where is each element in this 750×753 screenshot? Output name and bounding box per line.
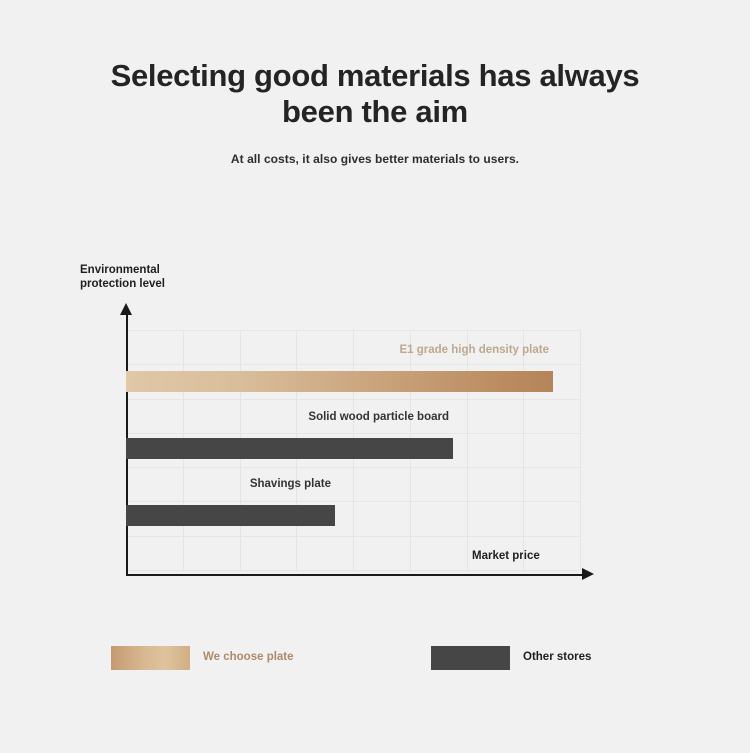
page-title: Selecting good materials has always been…	[110, 58, 640, 129]
page-subtitle: At all costs, it also gives better mater…	[230, 152, 520, 166]
chart-legend: We choose plate Other stores	[0, 645, 750, 675]
y-axis-label: Environmental protection level	[80, 264, 165, 290]
gridline-vertical	[523, 330, 525, 570]
gridline-horizontal	[126, 535, 580, 537]
bar	[126, 505, 335, 526]
legend-label: We choose plate	[203, 651, 294, 663]
gridline-horizontal	[126, 501, 580, 503]
legend-label: Other stores	[523, 651, 592, 663]
y-axis-arrow-icon	[120, 303, 132, 315]
header: Selecting good materials has always been…	[0, 58, 750, 166]
gridline-vertical	[580, 330, 581, 570]
gridline-horizontal	[126, 330, 580, 331]
legend-swatch	[431, 646, 510, 670]
x-axis-line	[126, 574, 584, 576]
bar	[126, 438, 453, 459]
gridline-horizontal	[126, 467, 580, 469]
bar	[126, 371, 553, 392]
gridline-horizontal	[126, 398, 580, 400]
bar-label: Shavings plate	[249, 478, 331, 490]
bar-label: Solid wood particle board	[308, 411, 449, 423]
gridline-horizontal	[126, 570, 580, 571]
bar-label: E1 grade high density plate	[399, 344, 549, 356]
x-axis-arrow-icon	[582, 568, 594, 580]
gridline-vertical	[466, 330, 468, 570]
gridline-horizontal	[126, 432, 580, 434]
gridline-horizontal	[126, 364, 580, 366]
x-axis-label: Market price	[472, 550, 540, 562]
legend-swatch	[111, 646, 190, 670]
